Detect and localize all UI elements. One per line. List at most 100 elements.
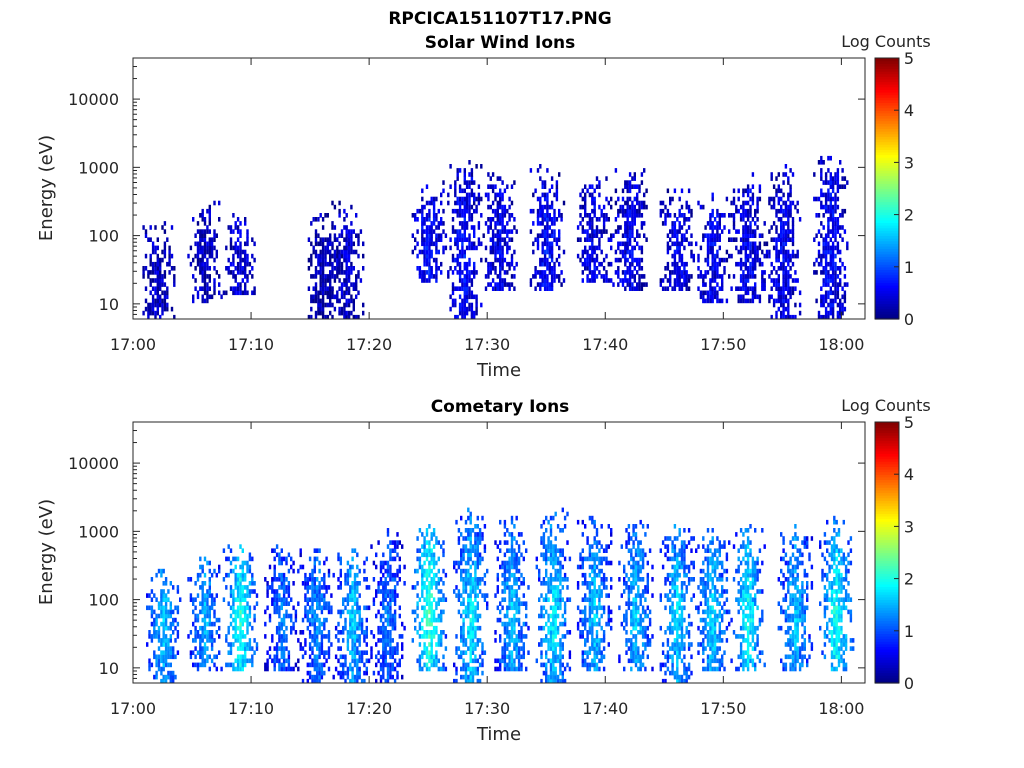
spectrogram-cell — [241, 658, 244, 664]
spectrogram-cell — [659, 278, 662, 283]
spectrogram-cell — [478, 528, 482, 533]
spectrogram-cell — [210, 572, 214, 578]
spectrogram-cell — [201, 617, 204, 623]
spectrogram-cell — [321, 314, 325, 320]
spectrogram-cell — [709, 286, 712, 291]
spectrogram-cell — [451, 257, 455, 263]
spectrogram-cell — [334, 634, 338, 639]
spectrogram-cell — [442, 609, 445, 615]
spectrogram-cell — [343, 245, 346, 251]
panel-cometary: Cometary Ions 17:00 17:10 17:20 17:30 17:40 1… — [36, 396, 931, 745]
spectrogram-cell — [222, 577, 226, 582]
spectrogram-cell — [430, 266, 433, 271]
spectrogram-cell — [326, 241, 329, 247]
spectrogram-cell — [416, 630, 419, 635]
spectrogram-cell — [784, 249, 788, 255]
spectrogram-cell — [358, 634, 361, 639]
spectrogram-cell — [628, 270, 632, 275]
colorbar-segment — [875, 206, 899, 210]
spectrogram-cell — [234, 630, 237, 635]
spectrogram-cell — [382, 662, 385, 668]
spectrogram-cell — [213, 257, 216, 263]
spectrogram-cell — [499, 609, 502, 615]
spectrogram-cell — [416, 613, 419, 619]
spectrogram-cell — [425, 184, 429, 189]
spectrogram-cell — [425, 662, 429, 668]
spectrogram-cell — [398, 568, 401, 574]
spectrogram-cell — [829, 176, 832, 181]
spectrogram-cell — [179, 597, 182, 602]
spectrogram-cell — [442, 552, 445, 558]
spectrogram-cell — [160, 572, 163, 578]
spectrogram-cell — [756, 257, 759, 263]
spectrogram-cell — [499, 229, 502, 234]
spectrogram-cell — [273, 662, 276, 668]
spectrogram-cell — [510, 593, 514, 598]
spectrogram-cell — [273, 654, 276, 660]
spectrogram-cell — [163, 290, 167, 296]
spectrogram-cell — [484, 286, 488, 291]
spectrogram-cell — [501, 257, 504, 263]
spectrogram-cell — [474, 540, 477, 545]
spectrogram-cell — [282, 630, 286, 635]
spectrogram-cell — [817, 160, 821, 165]
spectrogram-cell — [347, 266, 351, 271]
spectrogram-cell — [791, 233, 795, 238]
spectrogram-cell — [483, 572, 487, 578]
x-tick-label: 18:00 — [818, 335, 864, 354]
spectrogram-cell — [287, 613, 291, 619]
spectrogram-cell — [206, 560, 209, 566]
spectrogram-cell — [343, 249, 346, 255]
spectrogram-cell — [831, 213, 835, 218]
spectrogram-cell — [739, 294, 743, 300]
spectrogram-cell — [469, 670, 472, 676]
spectrogram-cell — [631, 176, 634, 181]
spectrogram-cell — [386, 532, 390, 537]
spectrogram-cell — [593, 213, 596, 218]
spectrogram-cell — [711, 290, 714, 296]
spectrogram-cell — [744, 188, 747, 194]
spectrogram-cell — [151, 270, 155, 275]
spectrogram-cell — [239, 282, 242, 287]
spectrogram-cell — [153, 650, 156, 655]
spectrogram-cell — [602, 278, 606, 283]
spectrogram-cell — [742, 245, 745, 251]
spectrogram-cell — [304, 650, 307, 655]
spectrogram-cell — [423, 605, 426, 611]
spectrogram-cell — [425, 630, 429, 635]
spectrogram-cell — [154, 270, 157, 275]
spectrogram-cell — [636, 241, 639, 247]
spectrogram-cell — [532, 274, 535, 279]
spectrogram-cell — [396, 646, 399, 651]
spectrogram-cell — [706, 221, 710, 226]
spectrogram-cell — [321, 290, 325, 296]
spectrogram-cell — [318, 670, 321, 676]
spectrogram-cell — [770, 270, 773, 275]
colorbar-title-solar-wind: Log Counts — [841, 32, 931, 51]
spectrogram-cell — [239, 249, 242, 255]
spectrogram-cell — [349, 678, 352, 684]
spectrogram-cell — [345, 249, 348, 255]
spectrogram-cell — [266, 662, 269, 668]
spectrogram-cell — [501, 282, 504, 287]
spectrogram-cell — [586, 237, 589, 242]
spectrogram-cell — [414, 217, 417, 222]
spectrogram-cell — [513, 589, 516, 594]
spectrogram-cell — [449, 237, 452, 242]
spectrogram-cell — [239, 261, 242, 267]
spectrogram-cell — [162, 662, 165, 668]
spectrogram-cell — [754, 213, 757, 218]
spectrogram-cell — [474, 654, 477, 660]
spectrogram-cell — [318, 662, 321, 668]
spectrogram-cell — [822, 278, 825, 283]
spectrogram-cell — [344, 572, 347, 578]
spectrogram-cell — [598, 245, 601, 251]
spectrogram-cell — [789, 208, 792, 214]
spectrogram-cell — [789, 200, 792, 206]
spectrogram-cell — [462, 544, 465, 549]
spectrogram-cell — [503, 638, 507, 643]
spectrogram-cell — [496, 213, 499, 218]
spectrogram-cell — [425, 233, 429, 238]
spectrogram-cell — [631, 208, 634, 214]
spectrogram-cell — [423, 217, 426, 222]
